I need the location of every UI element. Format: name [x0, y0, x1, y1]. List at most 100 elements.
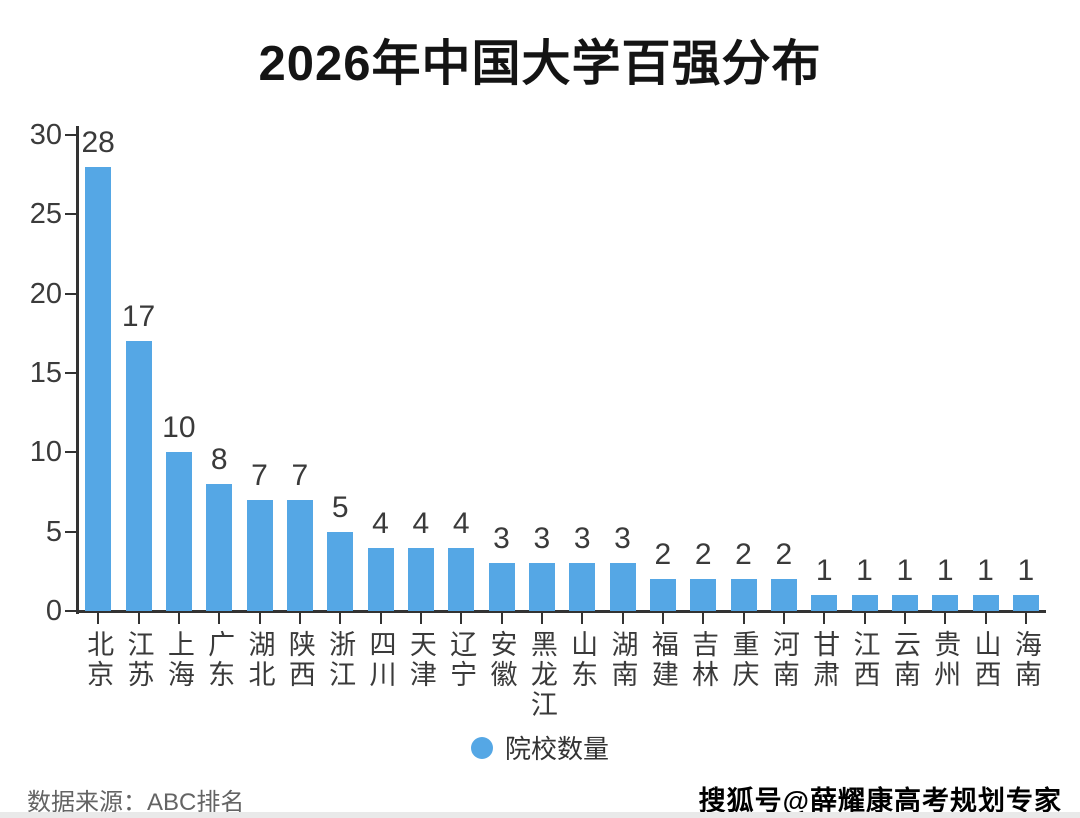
bar-value-label: 3	[493, 522, 510, 556]
x-axis-tick-mark	[621, 613, 624, 624]
y-axis-line	[76, 126, 79, 614]
x-axis-line	[76, 610, 1046, 613]
bar	[811, 595, 838, 611]
x-axis-tick-mark	[419, 613, 422, 624]
x-axis-tick-mark	[581, 613, 584, 624]
x-axis-label: 天津	[405, 630, 436, 690]
x-axis-label: 安徽	[486, 630, 517, 690]
bottom-edge-strip	[0, 812, 1080, 818]
x-axis-tick-mark	[903, 613, 906, 624]
x-axis-label: 陕西	[284, 630, 315, 690]
x-axis-tick-mark	[500, 613, 503, 624]
data-source-note: 数据来源：ABC排名	[27, 789, 245, 816]
x-axis-tick-mark	[258, 613, 261, 624]
x-axis-label: 北京	[83, 630, 114, 690]
x-axis-tick-mark	[339, 613, 342, 624]
x-axis-label: 四川	[365, 630, 396, 690]
x-axis-tick-mark	[379, 613, 382, 624]
x-axis-label: 贵州	[930, 630, 961, 690]
x-axis-tick-mark	[218, 613, 221, 624]
legend-marker-icon	[470, 736, 493, 759]
bar	[407, 547, 434, 611]
bar-value-label: 3	[573, 522, 591, 556]
bar-value-label: 1	[977, 554, 994, 588]
bar	[932, 595, 959, 611]
x-axis-tick-mark	[863, 613, 866, 624]
x-axis-label: 江苏	[123, 630, 154, 690]
y-axis-tick-mark	[65, 134, 76, 136]
bar	[1012, 595, 1039, 611]
x-axis-tick-mark	[460, 613, 463, 624]
bar-value-label: 8	[210, 443, 228, 477]
bar	[367, 547, 394, 611]
y-axis-tick-mark	[65, 530, 76, 533]
x-axis-label: 福建	[647, 630, 678, 690]
bar	[851, 595, 878, 611]
y-axis-tick-label: 25	[29, 198, 62, 231]
bar-value-label: 1	[815, 554, 833, 588]
bar-value-label: 2	[735, 538, 752, 572]
bar-value-label: 2	[694, 538, 712, 572]
x-axis-label: 湖南	[607, 630, 638, 690]
x-axis-tick-mark	[702, 613, 705, 624]
x-axis-label: 吉林	[688, 630, 719, 690]
x-axis-tick-mark	[823, 613, 826, 624]
x-axis-tick-mark	[540, 613, 543, 624]
bar-value-label: 1	[936, 554, 954, 588]
x-axis-label: 云南	[889, 630, 920, 690]
bar-value-label: 10	[162, 411, 196, 445]
bar-value-label: 3	[614, 522, 631, 556]
y-axis-tick-mark	[65, 610, 76, 612]
x-axis-label: 江西	[849, 630, 880, 690]
x-axis-label: 上海	[163, 630, 194, 690]
x-axis-tick-mark	[742, 613, 745, 624]
y-axis-tick-mark	[65, 451, 76, 454]
x-axis-tick-mark	[137, 613, 140, 624]
bar	[891, 595, 918, 611]
x-axis-label: 黑龙江	[526, 630, 557, 720]
bar-value-label: 5	[331, 490, 349, 524]
x-axis-tick-mark	[177, 613, 180, 624]
x-axis-label: 山西	[970, 630, 1001, 690]
y-axis-tick-mark	[65, 213, 76, 216]
x-axis-tick-mark	[298, 613, 301, 624]
bar-value-label: 7	[291, 458, 309, 492]
x-axis-tick-mark	[984, 613, 987, 624]
bar-value-label: 4	[452, 506, 470, 540]
y-axis-tick-mark	[65, 372, 76, 374]
bar	[609, 563, 636, 611]
bar	[770, 579, 797, 611]
bar	[972, 595, 999, 611]
legend-label: 院校数量	[504, 734, 609, 764]
y-axis-tick-label: 20	[29, 277, 62, 310]
bar	[730, 579, 757, 611]
x-axis-label: 辽宁	[446, 630, 477, 690]
x-axis-label: 河南	[768, 630, 799, 690]
x-axis-label: 广东	[204, 630, 235, 690]
bar	[286, 499, 313, 611]
chart-title: 2026年中国大学百强分布	[258, 37, 822, 91]
bar-value-label: 17	[121, 300, 156, 334]
x-axis-tick-mark	[782, 613, 785, 624]
bar-value-label: 3	[533, 522, 551, 556]
bar	[690, 579, 717, 611]
bar	[528, 563, 555, 611]
bar	[85, 166, 112, 611]
bar	[488, 563, 515, 611]
x-axis-tick-mark	[944, 613, 947, 624]
watermark-text: 搜狐号@薛耀康高考规划专家	[698, 786, 1062, 816]
bar	[569, 563, 596, 611]
y-axis-tick-label: 10	[29, 436, 62, 469]
bar-value-label: 1	[896, 554, 914, 588]
y-axis-tick-label: 15	[29, 357, 62, 389]
x-axis-label: 山东	[567, 630, 598, 690]
bar-value-label: 1	[1017, 554, 1035, 588]
x-axis-tick-mark	[661, 613, 664, 624]
bar	[246, 499, 273, 611]
bar-value-label: 2	[654, 538, 672, 572]
bar	[327, 531, 354, 611]
bar	[206, 484, 233, 611]
bar	[448, 547, 475, 611]
x-axis-label: 浙江	[325, 630, 356, 690]
